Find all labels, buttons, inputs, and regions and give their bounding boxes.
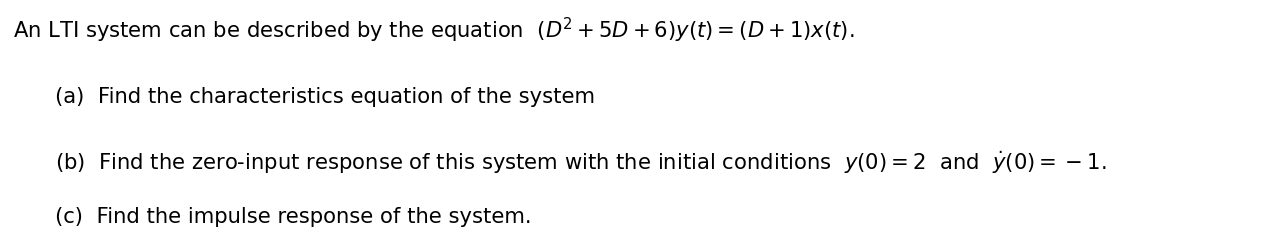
Text: (a)  Find the characteristics equation of the system: (a) Find the characteristics equation of… xyxy=(55,87,595,107)
Text: An LTI system can be described by the equation  $(D^2 + 5D + 6)y(t) = (D+1)x(t).: An LTI system can be described by the eq… xyxy=(13,16,855,45)
Text: (c)  Find the impulse response of the system.: (c) Find the impulse response of the sys… xyxy=(55,206,531,226)
Text: (b)  Find the zero-input response of this system with the initial conditions  $y: (b) Find the zero-input response of this… xyxy=(55,149,1106,176)
